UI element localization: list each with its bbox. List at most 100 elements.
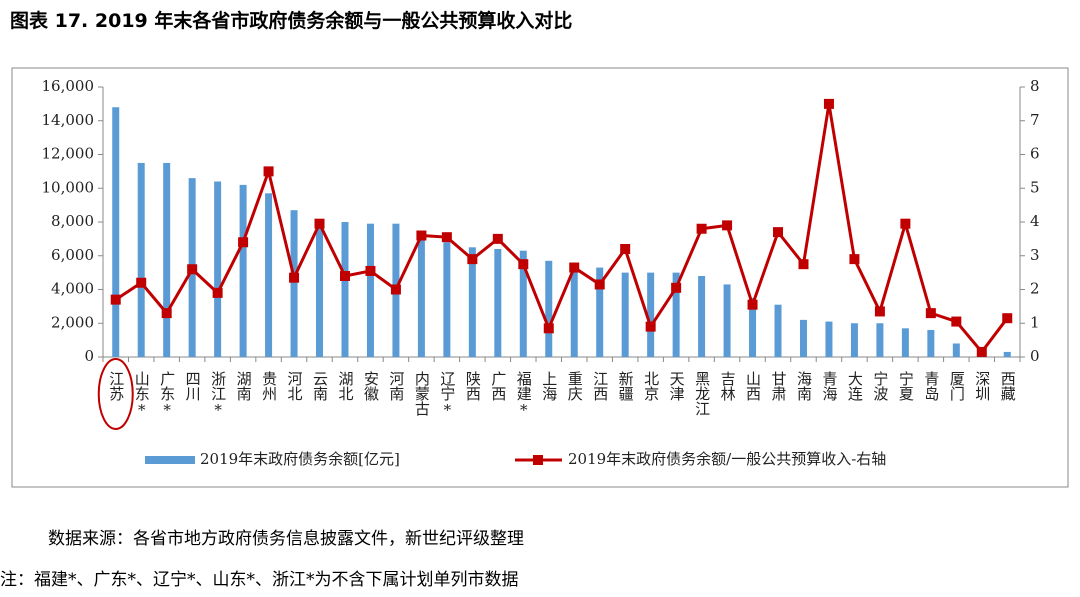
marker xyxy=(416,230,427,241)
bar xyxy=(570,262,578,357)
bar xyxy=(1003,351,1011,357)
bar xyxy=(799,319,807,357)
bar xyxy=(672,272,680,357)
x-tick-label: 山西 xyxy=(744,371,763,401)
x-tick-label: 福建* xyxy=(514,371,533,419)
bar xyxy=(137,162,145,357)
marker xyxy=(263,166,274,177)
x-tick-label: 广东* xyxy=(158,371,177,419)
marker xyxy=(900,218,911,229)
marker xyxy=(569,262,580,273)
marker xyxy=(696,223,707,234)
y2-tick-label: 1 xyxy=(1030,313,1040,331)
x-tick-label: 大连 xyxy=(845,371,864,401)
marker xyxy=(976,346,987,357)
x-tick-label: 上海 xyxy=(540,371,559,401)
bar xyxy=(545,260,553,357)
marker xyxy=(238,237,249,248)
x-tick-label: 重庆 xyxy=(565,371,584,401)
marker xyxy=(467,254,478,265)
bar xyxy=(290,210,298,357)
x-tick-label: 黑龙江 xyxy=(693,371,712,416)
x-tick-label: 天津 xyxy=(667,371,686,401)
marker xyxy=(390,284,401,295)
y-tick-label: 16,000 xyxy=(42,77,95,95)
note: 注：福建*、广东*、辽宁*、山东*、浙江*为不含下属计划单列市数据 xyxy=(0,570,519,590)
x-tick-label: 广西 xyxy=(489,371,508,401)
bar xyxy=(596,267,604,357)
marker xyxy=(645,321,656,332)
x-tick-label: 北京 xyxy=(642,371,661,401)
bar xyxy=(723,284,731,357)
x-tick-label: 吉林 xyxy=(718,371,737,401)
x-tick-label: 辽宁* xyxy=(438,371,457,419)
y2-tick-label: 5 xyxy=(1030,178,1040,196)
source: 数据来源：各省市地方政府债务信息披露文件，新世纪评级整理 xyxy=(48,529,524,549)
y2-tick-label: 6 xyxy=(1030,145,1040,163)
marker xyxy=(212,287,223,298)
x-tick-label: 江苏 xyxy=(107,371,126,401)
bar xyxy=(749,297,757,357)
y2-tick-label: 3 xyxy=(1030,246,1040,264)
chart: 0 2,000 4,000 6,000 8,000 10,000 12,000 14,000 1… xyxy=(11,67,1069,488)
x-tick-label: 云南 xyxy=(311,371,329,401)
x-tick-label: 陕西 xyxy=(463,371,482,401)
bar xyxy=(366,223,374,357)
x-tick-label: 甘肃 xyxy=(769,371,788,401)
bar xyxy=(621,272,629,357)
y2-tick-label: 8 xyxy=(1030,77,1040,95)
marker xyxy=(722,220,733,231)
x-tick-label: 宁波 xyxy=(871,371,890,401)
bar xyxy=(214,181,222,357)
marker xyxy=(492,233,503,244)
legend-label: 2019年末政府债务余额/一般公共预算收入-右轴 xyxy=(568,450,886,468)
y-tick-label: 8,000 xyxy=(51,212,94,230)
x-tick-label: 内蒙古 xyxy=(412,371,431,416)
y-tick-label: 0 xyxy=(84,347,94,365)
bar xyxy=(901,328,909,357)
marker xyxy=(136,277,147,288)
x-tick-label: 四川 xyxy=(183,371,202,401)
bar xyxy=(239,184,247,357)
y-tick-label: 12,000 xyxy=(42,145,95,163)
legend-swatch xyxy=(533,455,543,465)
marker xyxy=(289,272,300,283)
title: 图表 17. 2019 年末各省市政府债务余额与一般公共预算收入对比 xyxy=(10,10,573,32)
x-tick-label: 山东* xyxy=(132,371,151,419)
bar xyxy=(112,107,120,357)
bar xyxy=(341,222,349,357)
y-tick-label: 2,000 xyxy=(51,313,94,331)
bar xyxy=(952,343,960,357)
x-tick-label: 深圳 xyxy=(973,371,992,401)
bar xyxy=(163,162,171,357)
x-tick-label: 湖北 xyxy=(336,371,355,401)
x-tick-label: 贵州 xyxy=(260,371,279,401)
line xyxy=(114,103,1009,355)
legend-swatch xyxy=(145,456,195,464)
bar xyxy=(850,323,858,357)
x-tick-label: 青岛 xyxy=(922,371,941,401)
x-tick-label: 河南 xyxy=(387,371,406,401)
bar xyxy=(468,247,476,357)
y2-tick-label: 0 xyxy=(1030,347,1040,365)
marker xyxy=(518,259,529,270)
bar xyxy=(698,276,706,357)
bar xyxy=(494,249,502,357)
y-tick-label: 6,000 xyxy=(51,246,94,264)
marker xyxy=(187,264,198,275)
marker xyxy=(441,232,452,243)
x-tick-label: 江西 xyxy=(591,371,610,401)
bar xyxy=(647,272,655,357)
marker xyxy=(620,244,631,254)
bar xyxy=(519,250,527,357)
marker xyxy=(339,271,350,281)
x-tick-label: 宁夏 xyxy=(896,371,915,401)
marker xyxy=(543,323,554,334)
y2-tick-label: 4 xyxy=(1030,212,1040,230)
bar xyxy=(825,321,833,357)
x-tick-label: 新疆 xyxy=(616,371,635,401)
bar xyxy=(265,193,273,357)
bar xyxy=(774,304,782,357)
marker xyxy=(110,294,121,305)
